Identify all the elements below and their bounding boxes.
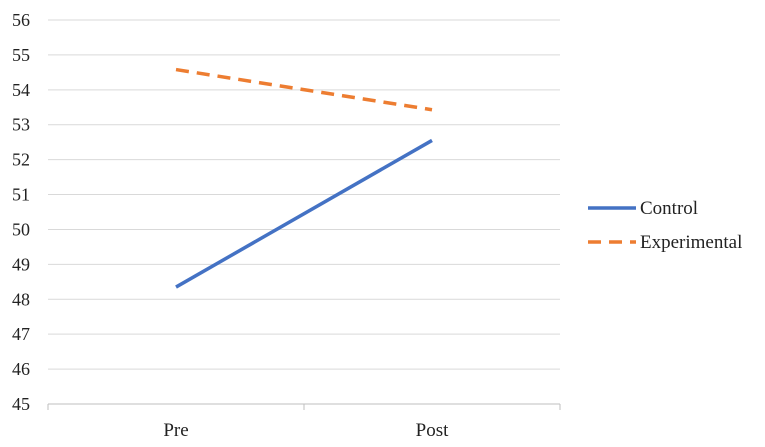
y-tick-label: 48 [12,289,30,309]
legend-label-control: Control [640,198,698,219]
y-tick-label: 53 [12,115,30,135]
gridlines [48,19,560,370]
y-tick-label: 45 [12,394,30,414]
y-tick-label: 52 [12,150,30,170]
y-tick-label: 55 [12,45,30,65]
x-tick-label: Pre [163,420,188,441]
x-axis-ticks: Pre Post [163,420,449,441]
y-tick-label: 47 [12,324,30,344]
y-tick-label: 54 [12,80,30,100]
y-tick-label: 51 [12,185,30,205]
series-line-control [175,138,433,289]
y-tick-label: 50 [12,219,30,239]
y-axis-ticks: 45 46 47 48 49 50 51 52 53 54 55 56 [12,10,30,414]
y-tick-label: 46 [12,359,30,379]
legend-label-experimental: Experimental [640,232,742,253]
y-tick-label: 49 [12,254,30,274]
series-lines [175,67,433,289]
series-line-experimental [175,67,433,112]
x-tick-label: Post [416,420,449,441]
legend: Control Experimental [588,198,742,253]
axes [47,403,561,410]
y-tick-label: 56 [12,10,30,30]
